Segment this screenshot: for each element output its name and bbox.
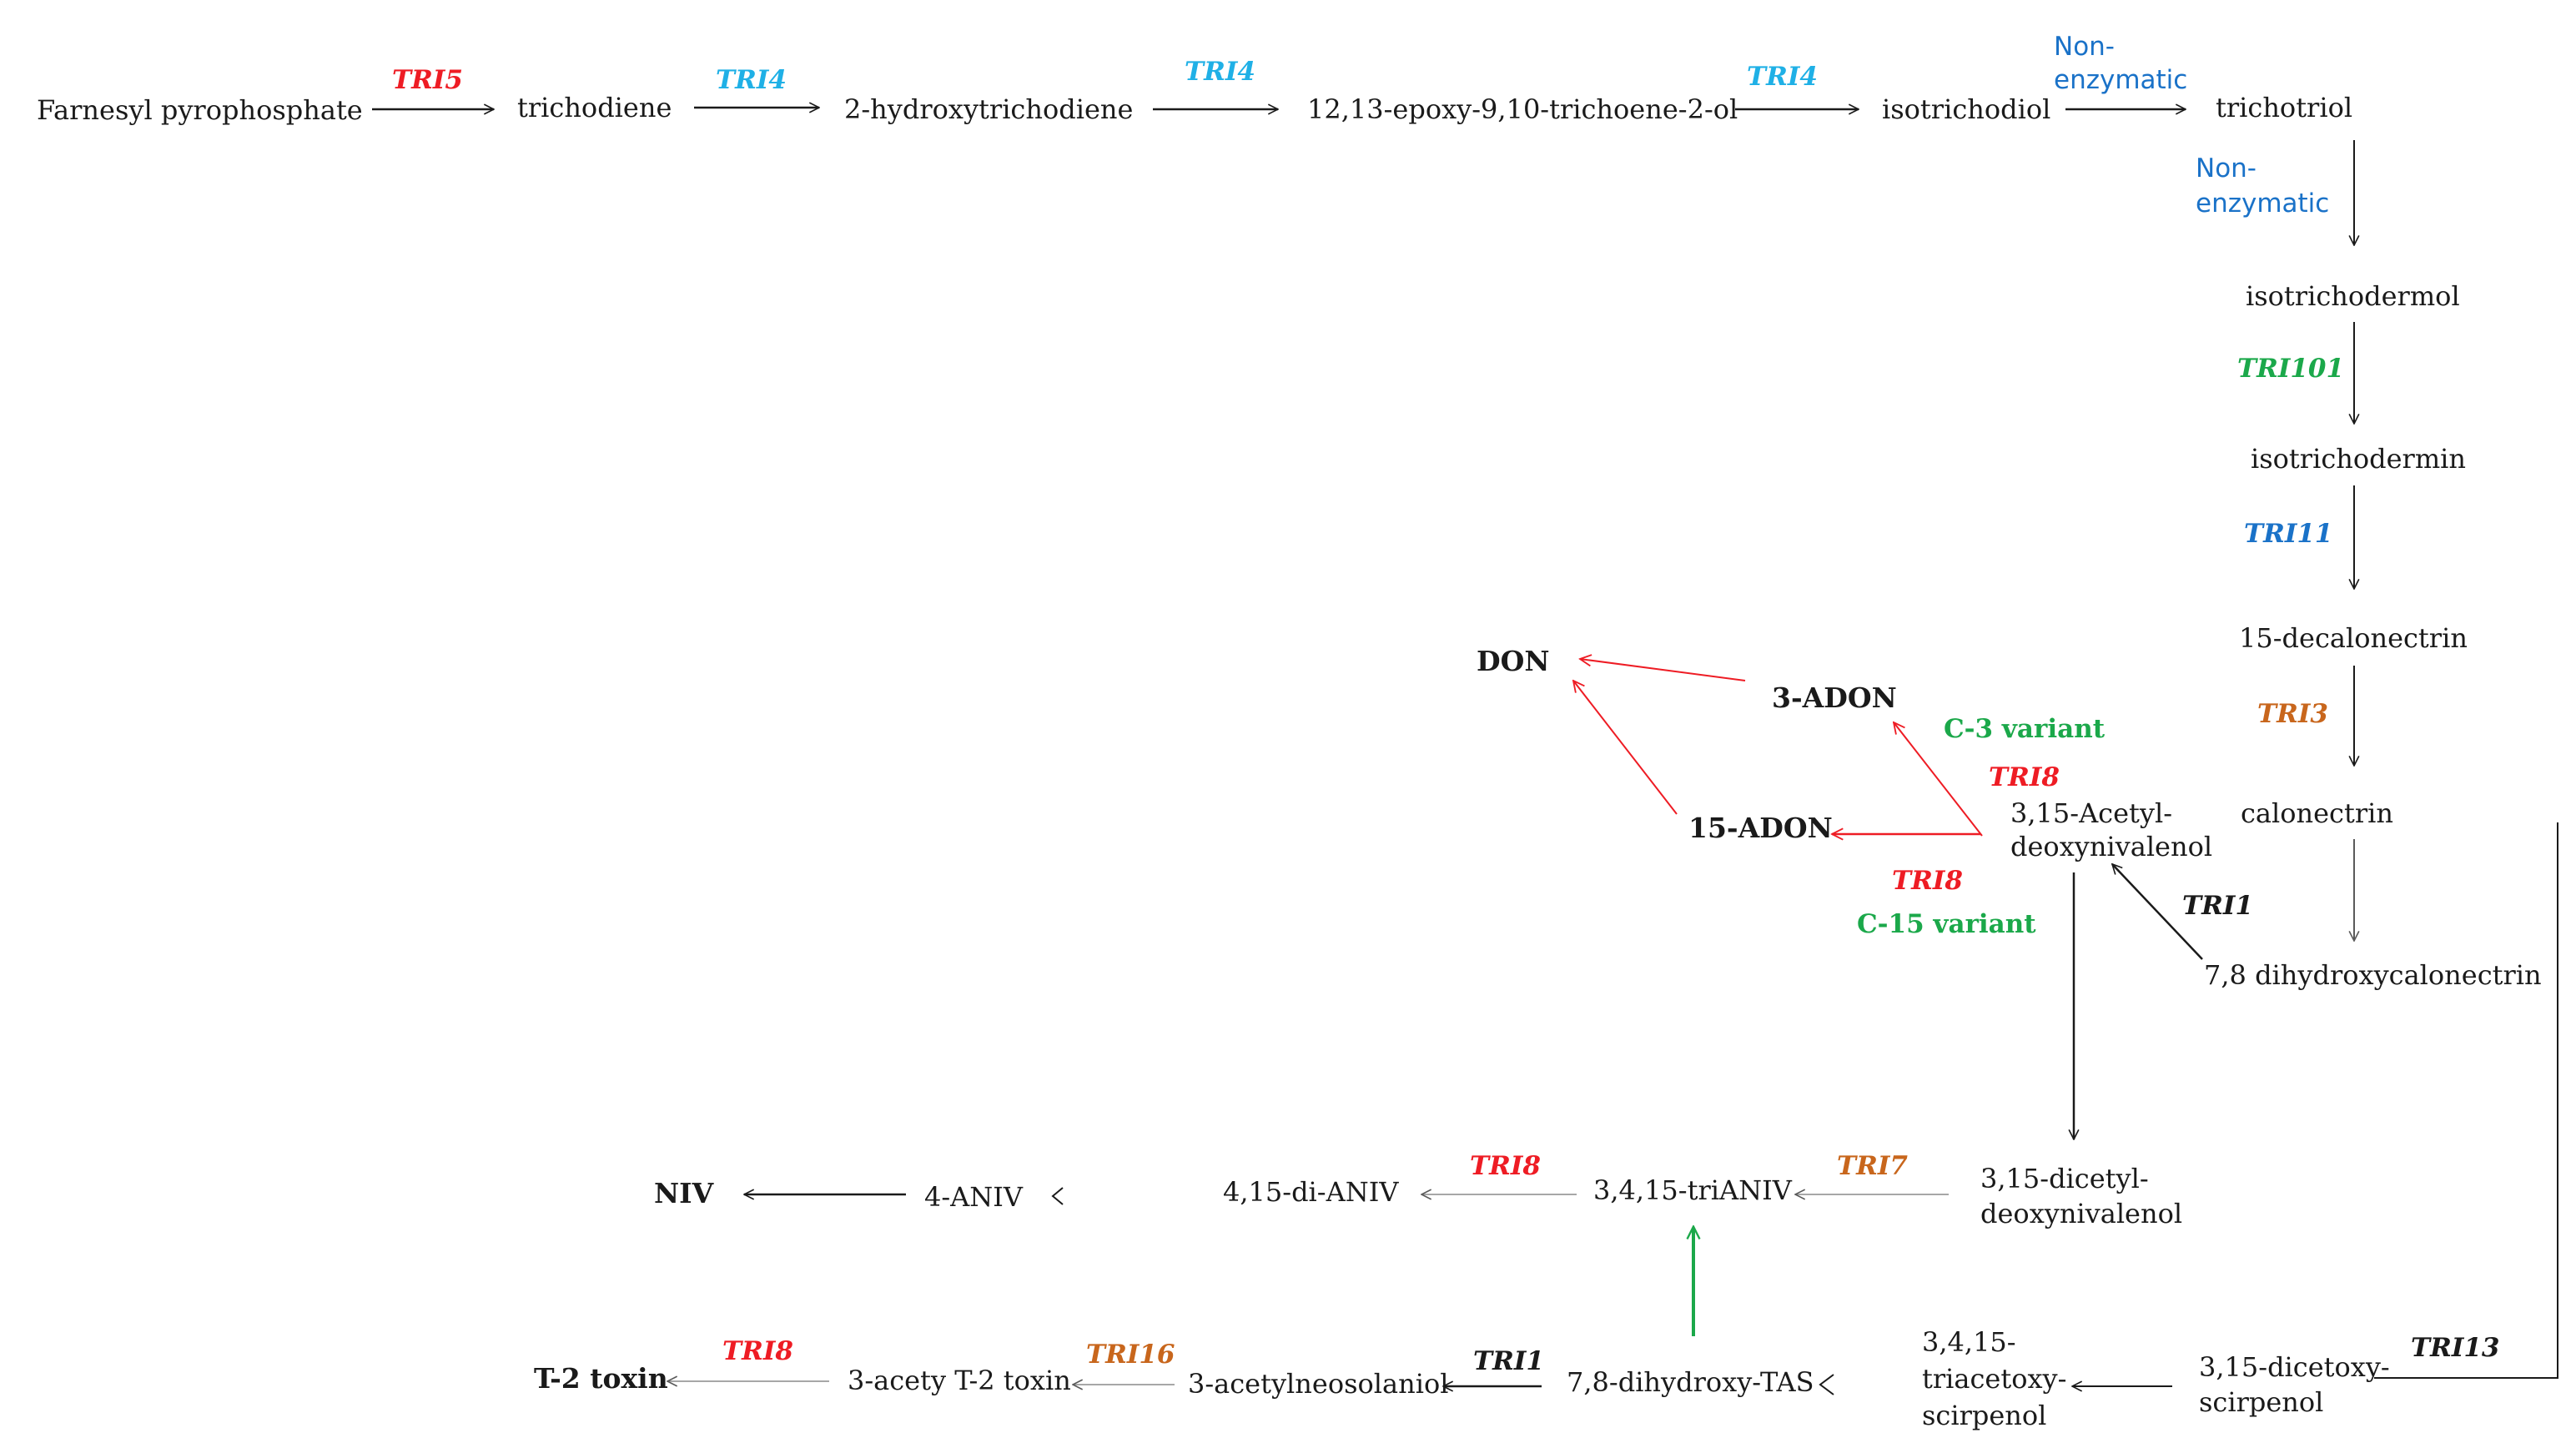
compound-3-4-15-trianiv: 3,4,15-triANIV [1593,1174,1793,1206]
compound-3-15-acetyl-don-line2: deoxynivalenol [2010,831,2212,862]
enzyme-tri16: TRI16 [1086,1340,1175,1370]
compound-t2-toxin: T-2 toxin [534,1362,668,1395]
arrow-3-adon-to-don [1580,659,1746,681]
compound-farnesyl-pyrophosphate: Farnesyl pyrophosphate [37,94,363,126]
enzyme-tri4-third: TRI4 [1747,62,1818,92]
enzyme-tri1-don: TRI1 [2182,891,2253,921]
enzyme-tri8-c3: TRI8 [1989,762,2060,792]
compound-7-8-dihydroxy-tas: 7,8-dihydroxy-TAS [1567,1366,1814,1398]
enzyme-tri7: TRI7 [1837,1151,1908,1181]
compound-3-15-acetyl-don-line1: 3,15-Acetyl- [2010,797,2172,829]
compound-2-hydroxytrichodiene: 2-hydroxytrichodiene [844,93,1133,125]
enzyme-tri11: TRI11 [2244,519,2332,549]
connector-calonectrin-to-dicetoxyscirpenol [2374,822,2558,1379]
compound-dicetyl-don-line2: deoxynivalenol [1980,1198,2182,1229]
enzyme-tri4-first: TRI4 [716,65,787,95]
compound-niv: NIV [654,1177,715,1209]
compound-15-decalonectrin: 15-decalonectrin [2239,622,2468,654]
label-non-enzymatic-2-line2: enzymatic [2196,189,2329,219]
compound-epoxy-trichoene: 12,13-epoxy-9,10-trichoene-2-ol [1307,93,1738,125]
compound-trichotriol: trichotriol [2216,92,2352,123]
label-non-enzymatic-1-line1: Non- [2054,32,2115,62]
enzyme-tri1-t2: TRI1 [1473,1346,1544,1376]
compound-calonectrin: calonectrin [2241,797,2393,829]
arrowhead-triacetoxy-to-dihydroxy-tas [1819,1374,1834,1395]
arrow-dihydroxycalonectrin-to-acetyl-don [2112,864,2203,960]
enzyme-tri3: TRI3 [2257,699,2328,729]
compound-3-adon: 3-ADON [1772,681,1897,714]
compound-isotrichodermol: isotrichodermol [2246,280,2460,312]
arrowhead-dianiv-to-4aniv [1051,1187,1064,1205]
compound-dicetyl-don-line1: 3,15-dicetyl- [1980,1163,2149,1194]
compound-isotrichodermin: isotrichodermin [2251,443,2466,475]
compound-7-8-dihydroxycalonectrin: 7,8 dihydroxycalonectrin [2204,959,2542,991]
label-c15-variant: C-15 variant [1857,909,2036,939]
label-non-enzymatic-2-line1: Non- [2196,153,2257,184]
enzyme-tri4-second: TRI4 [1185,57,1255,87]
arrow-acetyl-don-to-3-adon [1894,722,1983,837]
compound-trichodiene: trichodiene [517,92,672,123]
compound-isotrichodiol: isotrichodiol [1882,93,2050,125]
compound-dicetoxy-scirpenol-line1: 3,15-dicetoxy- [2199,1351,2390,1383]
enzyme-tri13: TRI13 [2411,1333,2499,1363]
enzyme-tri8-t2: TRI8 [722,1336,793,1366]
compound-triacetoxy-scirpenol-line2: triacetoxy- [1922,1363,2066,1395]
enzyme-tri101: TRI101 [2237,354,2344,384]
compound-dicetoxy-scirpenol-line2: scirpenol [2199,1386,2323,1418]
enzyme-tri8-c15: TRI8 [1892,866,1963,896]
label-c3-variant: C-3 variant [1944,714,2106,744]
compound-15-adon: 15-ADON [1688,812,1833,844]
compound-4-15-di-aniv: 4,15-di-ANIV [1223,1176,1399,1208]
compound-3-acetylneosolaniol: 3-acetylneosolaniol [1188,1368,1448,1400]
arrow-15-adon-to-don [1573,681,1678,815]
compound-don: DON [1477,645,1550,677]
enzyme-tri5: TRI5 [392,65,463,95]
enzyme-tri8-niv: TRI8 [1470,1151,1541,1181]
compound-4-aniv: 4-ANIV [924,1181,1024,1213]
compound-3-acety-t2-toxin: 3-acety T-2 toxin [848,1365,1071,1396]
compound-triacetoxy-scirpenol-line1: 3,4,15- [1922,1326,2016,1358]
label-non-enzymatic-1-line2: enzymatic [2054,65,2187,95]
compound-triacetoxy-scirpenol-line3: scirpenol [1922,1400,2046,1431]
